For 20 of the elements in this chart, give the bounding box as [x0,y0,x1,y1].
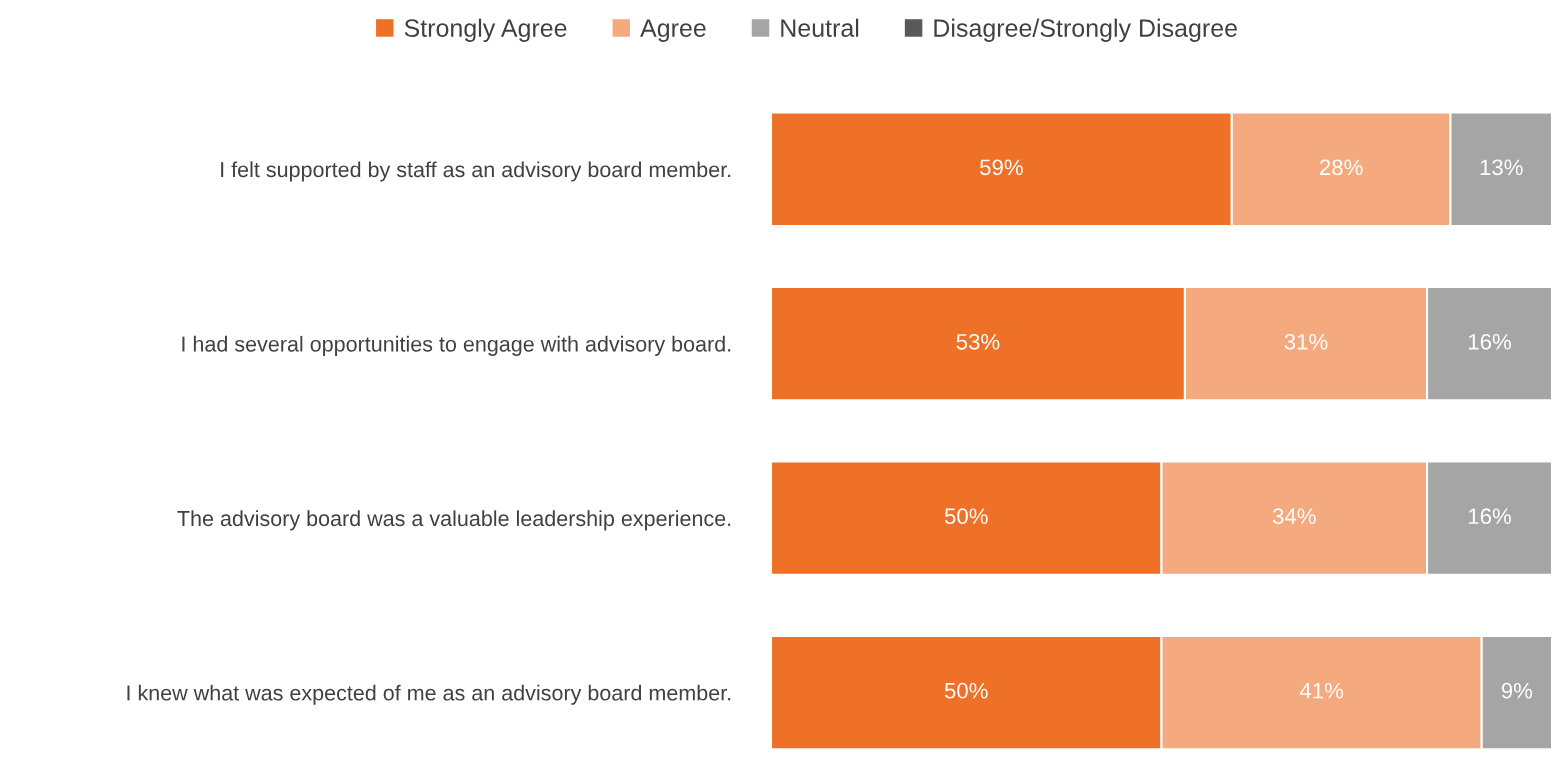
legend-label: Agree [640,19,706,42]
data-label: 34% [1272,508,1316,525]
data-label: 59% [980,159,1023,176]
legend-label: Strongly Agree [404,18,567,42]
y-tick-label: I felt supported by staff as an advisory board member. [221,161,731,182]
data-label: 16% [1468,333,1511,350]
data-label: 13% [1480,159,1523,176]
y-tick-label: I had several opportunities to engage with advisory board. [182,335,731,356]
data-label: 50% [944,682,988,699]
data-label: 28% [1320,159,1363,176]
data-label: 31% [1284,333,1328,350]
data-label: 9% [1501,682,1533,699]
data-label: 41% [1299,682,1344,699]
legend-label: Disagree/Strongly Disagree [934,18,1237,42]
data-label: 53% [956,333,1000,350]
legend-label: Neutral [781,18,859,37]
y-tick-label: The advisory board was a valuable leadership experience. [177,510,731,531]
y-tick-label: I knew what was expected of me as an advisory board member. [127,684,731,705]
data-label: 16% [1468,508,1511,525]
data-label: 50% [944,508,988,525]
